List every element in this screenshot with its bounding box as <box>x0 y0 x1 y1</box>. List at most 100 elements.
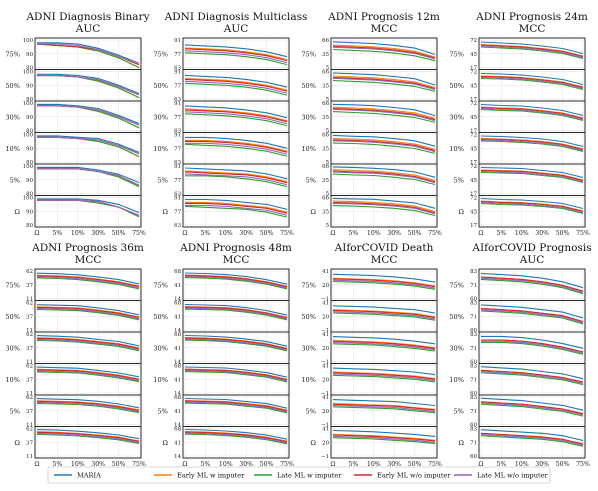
legend-label: Late ML w imputer <box>277 472 342 480</box>
series-line-1 <box>184 108 288 122</box>
y-tick-label: 80 <box>26 223 33 229</box>
series-line-0 <box>480 41 584 55</box>
row-label: 75% <box>449 50 464 58</box>
x-tick-label: 75% <box>576 461 590 468</box>
series-line-4 <box>37 75 140 96</box>
y-tick-label: 62 <box>26 269 33 275</box>
row-label: 5% <box>306 176 316 184</box>
y-tick-label: 63 <box>174 66 181 72</box>
y-tick-label: 60 <box>470 423 477 429</box>
x-tick-label: 5% <box>348 230 358 237</box>
row-label: Ω <box>15 208 21 216</box>
y-tick-label: 11 <box>26 454 33 460</box>
y-tick-label: 41 <box>174 377 181 383</box>
series-line-4 <box>36 401 140 413</box>
series-line-0 <box>481 335 584 349</box>
y-tick-label: 63 <box>174 97 181 103</box>
y-tick-label: 90 <box>26 146 33 152</box>
y-tick-label: 80 <box>26 129 33 135</box>
y-tick-label: 60 <box>470 297 477 303</box>
series-line-3 <box>332 309 436 319</box>
y-tick-label: 68 <box>174 427 181 433</box>
x-tick-label: 5% <box>200 461 210 468</box>
series-line-0 <box>332 134 436 147</box>
series-line-4 <box>185 142 288 155</box>
y-tick-label: 62 <box>26 332 33 338</box>
row-label: Ω <box>459 439 465 447</box>
series-line-2 <box>184 402 288 414</box>
series-line-4 <box>480 277 584 294</box>
y-tick-label: 37 <box>26 314 33 320</box>
row-label: 75% <box>301 50 316 58</box>
y-tick-label: 37 <box>26 346 33 352</box>
subplot-border <box>478 426 586 459</box>
row-label: 30% <box>5 113 20 121</box>
panel-title-line: AUC <box>75 23 100 35</box>
series-line-4 <box>37 43 140 64</box>
y-tick-label: 17 <box>470 160 477 166</box>
panel-title-line: AIforCOVID Death <box>334 242 434 254</box>
x-tick-label: 75% <box>428 461 442 468</box>
y-tick-label: 83 <box>470 269 477 275</box>
legend-label: Early ML w/o imputer <box>377 472 451 480</box>
y-tick-label: 14 <box>174 423 181 429</box>
y-tick-label: 60 <box>470 328 477 334</box>
y-tick-label: 37 <box>26 377 33 383</box>
series-line-4 <box>37 105 140 126</box>
row-label: Ω <box>311 208 317 216</box>
y-tick-label: 77 <box>174 115 181 121</box>
subplot-border <box>34 195 142 228</box>
y-tick-label: 63 <box>174 129 181 135</box>
series-line-4 <box>332 140 436 153</box>
series-line-2 <box>480 278 584 295</box>
series-line-0 <box>480 103 584 117</box>
y-tick-label: 66 <box>322 196 329 202</box>
series-line-4 <box>37 199 140 216</box>
row-label: 50% <box>301 82 316 90</box>
series-line-1 <box>332 402 436 410</box>
series-line-1 <box>184 170 288 183</box>
series-line-4 <box>332 108 436 122</box>
series-line-3 <box>184 369 288 381</box>
row-label: 5% <box>454 407 464 415</box>
legend-label: MARIA <box>77 472 101 480</box>
series-line-4 <box>36 370 140 382</box>
y-tick-label: 35 <box>322 146 329 152</box>
series-line-3 <box>332 278 436 288</box>
y-tick-label: 100 <box>23 196 34 202</box>
series-line-4 <box>184 111 288 125</box>
series-line-2 <box>36 371 140 383</box>
series-line-1 <box>332 138 436 150</box>
series-line-0 <box>480 429 584 442</box>
y-tick-label: 77 <box>174 83 181 89</box>
series-line-2 <box>332 280 436 290</box>
row-label: 75% <box>5 281 20 289</box>
panel-title-line: ADNI Diagnosis Binary <box>25 11 149 23</box>
y-tick-label: 90 <box>26 209 33 215</box>
series-line-3 <box>185 202 288 214</box>
series-line-2 <box>184 52 288 66</box>
row-label: Ω <box>459 208 465 216</box>
x-tick-label: 30% <box>239 230 253 237</box>
x-tick-label: 10% <box>515 461 529 468</box>
y-tick-label: 90 <box>26 52 33 58</box>
series-line-0 <box>36 304 140 316</box>
panel-title-line: AUC <box>223 23 248 35</box>
series-line-3 <box>332 139 436 152</box>
series-line-2 <box>480 435 584 447</box>
series-line-4 <box>37 168 140 186</box>
x-tick-label: 50% <box>556 461 570 468</box>
series-line-3 <box>184 275 288 288</box>
series-line-0 <box>332 41 436 55</box>
y-tick-label: 77 <box>174 146 181 152</box>
y-tick-label: 91 <box>174 38 181 44</box>
x-tick-label: 50% <box>260 230 274 237</box>
series-line-2 <box>184 433 288 445</box>
y-tick-label: 14 <box>174 328 181 334</box>
series-line-0 <box>332 103 436 117</box>
panel-title-line: MCC <box>75 254 102 266</box>
y-tick-label: 71 <box>470 377 477 383</box>
y-tick-label: 72 <box>470 101 477 107</box>
